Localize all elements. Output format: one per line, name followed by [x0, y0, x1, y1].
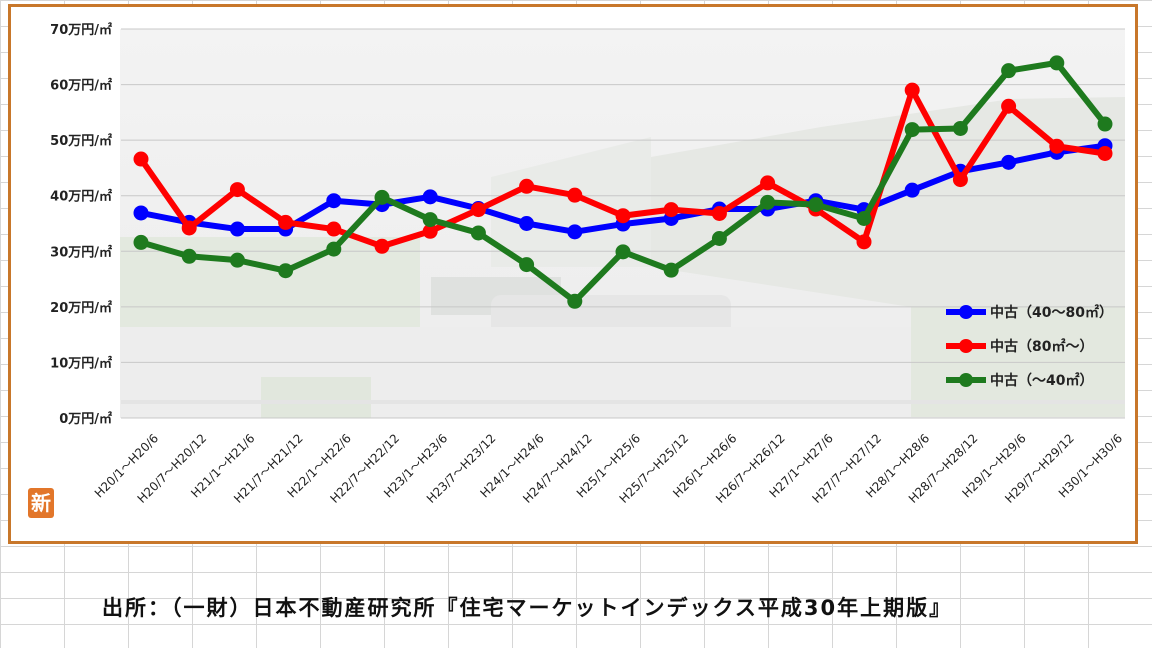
data-point [229, 221, 245, 237]
data-point [1049, 55, 1065, 71]
data-point [422, 223, 438, 239]
chart-frame: 0万円/㎡ 10万円/㎡ 20万円/㎡ 30万円/㎡ 40万円/㎡ 50万円/㎡ 60万円/… [8, 4, 1138, 544]
data-point [374, 189, 390, 205]
data-point [133, 151, 149, 167]
data-point [519, 257, 535, 273]
data-point [374, 238, 390, 254]
data-point [567, 293, 583, 309]
data-point [711, 231, 727, 247]
data-point [278, 214, 294, 230]
data-point [278, 263, 294, 279]
legend: 中古（40～80㎡） 中古（80㎡～） 中古（～40㎡） [946, 304, 1113, 389]
legend-marker [959, 305, 973, 319]
data-point [856, 234, 872, 250]
x-axis-ticks: H20/1～H20/6H20/7～H20/12H21/1～H21/6H21/7～… [92, 431, 1125, 506]
data-point [470, 225, 486, 241]
y-tick-label: 40万円/㎡ [50, 189, 112, 205]
data-point [808, 197, 824, 213]
data-point [615, 244, 631, 260]
data-point [952, 120, 968, 136]
data-point [663, 262, 679, 278]
data-point [1049, 138, 1065, 154]
legend-label: 中古（～40㎡） [990, 372, 1093, 389]
data-point [904, 82, 920, 98]
y-tick-label: 20万円/㎡ [50, 300, 112, 316]
data-point [856, 210, 872, 226]
data-point [760, 175, 776, 191]
data-point [519, 178, 535, 194]
grid-lines [121, 28, 1125, 419]
data-point [326, 193, 342, 209]
y-tick-label: 50万円/㎡ [50, 133, 112, 149]
data-point [133, 234, 149, 250]
data-point [663, 202, 679, 218]
data-point [229, 182, 245, 198]
data-point [422, 189, 438, 205]
y-tick-label: 60万円/㎡ [50, 78, 112, 94]
y-tick-label: 0万円/㎡ [59, 411, 112, 427]
data-point [326, 221, 342, 237]
data-point [1097, 116, 1113, 132]
line-chart: 0万円/㎡ 10万円/㎡ 20万円/㎡ 30万円/㎡ 40万円/㎡ 50万円/㎡ 60万円/… [50, 22, 1125, 506]
legend-marker [959, 373, 973, 387]
y-tick-label: 30万円/㎡ [50, 244, 112, 260]
data-point [904, 182, 920, 198]
source-note: 出所：（一財）日本不動産研究所『住宅マーケットインデックス平成30年上期版』 [102, 596, 953, 620]
data-point [904, 122, 920, 138]
data-point [1001, 63, 1017, 79]
data-point [326, 241, 342, 257]
data-point [1001, 154, 1017, 170]
data-point [422, 212, 438, 228]
data-point [952, 172, 968, 188]
data-point [470, 202, 486, 218]
data-point [1001, 98, 1017, 114]
legend-label: 中古（80㎡～） [990, 338, 1093, 355]
series-2 [133, 82, 1113, 254]
data-point [181, 248, 197, 264]
data-point [567, 187, 583, 203]
series-layer [133, 55, 1113, 309]
data-point [133, 205, 149, 221]
y-tick-label: 70万円/㎡ [50, 22, 112, 38]
data-point [229, 252, 245, 268]
data-point [615, 208, 631, 224]
legend-label: 中古（40～80㎡） [990, 304, 1113, 321]
data-point [519, 216, 535, 231]
y-tick-label: 10万円/㎡ [50, 355, 112, 371]
legend-marker [959, 339, 973, 353]
data-point [567, 224, 583, 240]
data-point [1097, 145, 1113, 161]
data-point [760, 194, 776, 210]
plot-background-photo [120, 29, 1125, 418]
data-point [181, 220, 197, 236]
series-3 [133, 55, 1113, 309]
data-point [711, 205, 727, 221]
y-axis-ticks: 0万円/㎡ 10万円/㎡ 20万円/㎡ 30万円/㎡ 40万円/㎡ 50万円/㎡ 60万円/… [50, 22, 112, 427]
new-badge: 新 [28, 488, 54, 518]
